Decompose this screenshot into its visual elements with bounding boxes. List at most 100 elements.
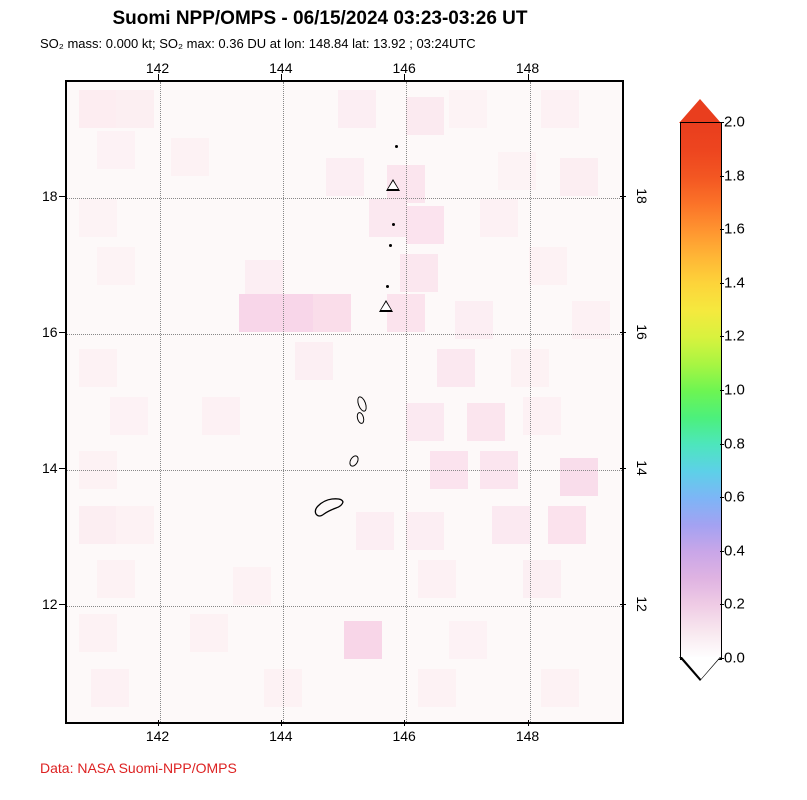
lat-tick-right: 14 xyxy=(634,460,650,476)
map-pixel xyxy=(97,560,135,598)
map-pixel xyxy=(239,294,277,332)
lon-tick-bottom: 144 xyxy=(269,728,292,744)
map-pixel xyxy=(492,506,530,544)
tick-mark xyxy=(59,196,65,197)
chart-subtitle: SO₂ mass: 0.000 kt; SO₂ max: 0.36 DU at … xyxy=(40,36,476,51)
map-frame xyxy=(65,80,624,724)
lat-tick-left: 18 xyxy=(42,188,58,204)
colorbar-tick-mark xyxy=(720,229,724,230)
map-pixel xyxy=(406,403,444,441)
lon-tick-bottom: 142 xyxy=(146,728,169,744)
map-pixel xyxy=(356,512,394,550)
map-pixel xyxy=(369,199,407,237)
map-pixel xyxy=(116,90,154,128)
colorbar-tick-label: 1.2 xyxy=(724,328,745,345)
map-pixel xyxy=(295,342,333,380)
lat-tick-left: 12 xyxy=(42,596,58,612)
tick-mark xyxy=(158,720,159,726)
volcano-icon xyxy=(379,300,393,312)
tick-mark xyxy=(620,332,626,333)
map-pixel xyxy=(437,349,475,387)
map-pixel xyxy=(541,90,579,128)
colorbar-tick-mark xyxy=(720,122,724,123)
map-pixel xyxy=(541,669,579,707)
map-pixel xyxy=(116,506,154,544)
island-outline xyxy=(347,454,360,468)
colorbar-tick-label: 1.8 xyxy=(724,167,745,184)
tick-mark xyxy=(528,720,529,726)
grid-line-horizontal xyxy=(67,606,622,607)
map-pixel xyxy=(79,90,117,128)
colorbar-tick-mark xyxy=(720,336,724,337)
colorbar-tick-label: 0.4 xyxy=(724,542,745,559)
colorbar-tick-mark xyxy=(720,283,724,284)
map-pixel xyxy=(97,247,135,285)
colorbar-over-arrow xyxy=(679,99,721,123)
map-pixel xyxy=(338,90,376,128)
map-pixel xyxy=(406,206,444,244)
island-dot xyxy=(395,145,398,148)
lat-tick-right: 18 xyxy=(634,188,650,204)
grid-line-vertical xyxy=(406,82,407,722)
grid-line-horizontal xyxy=(67,198,622,199)
map-pixel xyxy=(233,567,271,605)
colorbar xyxy=(680,100,720,680)
grid-line-horizontal xyxy=(67,334,622,335)
island-outline xyxy=(356,395,369,413)
colorbar-tick-mark xyxy=(720,658,724,659)
tick-mark xyxy=(281,720,282,726)
lon-tick-bottom: 148 xyxy=(516,728,539,744)
map-pixel xyxy=(97,131,135,169)
map-pixel xyxy=(467,403,505,441)
grid-line-vertical xyxy=(160,82,161,722)
tick-mark xyxy=(158,74,159,80)
map-pixel xyxy=(171,138,209,176)
island-guam xyxy=(312,496,346,520)
map-pixel xyxy=(79,349,117,387)
map-pixel xyxy=(560,158,598,196)
tick-mark xyxy=(281,74,282,80)
colorbar-tick-mark xyxy=(720,497,724,498)
map-pixel xyxy=(245,260,283,298)
volcano-icon xyxy=(386,179,400,191)
tick-mark xyxy=(404,74,405,80)
colorbar-tick-label: 0.0 xyxy=(724,650,745,667)
tick-mark xyxy=(404,720,405,726)
lat-tick-left: 14 xyxy=(42,460,58,476)
map-pixel xyxy=(91,669,129,707)
tick-mark xyxy=(59,468,65,469)
tick-mark xyxy=(59,604,65,605)
island-dot xyxy=(389,244,392,247)
map-pixel xyxy=(560,458,598,496)
island-outline xyxy=(356,411,366,424)
map-pixel xyxy=(79,199,117,237)
colorbar-tick-mark xyxy=(720,444,724,445)
tick-mark xyxy=(528,74,529,80)
lat-tick-left: 16 xyxy=(42,324,58,340)
grid-line-vertical xyxy=(530,82,531,722)
map-pixel xyxy=(406,512,444,550)
map-pixel xyxy=(406,97,444,135)
map-pixel xyxy=(190,614,228,652)
map-pixel xyxy=(480,199,518,237)
colorbar-tick-mark xyxy=(720,551,724,552)
colorbar-tick-mark xyxy=(720,176,724,177)
colorbar-tick-label: 0.2 xyxy=(724,596,745,613)
colorbar-tick-label: 0.8 xyxy=(724,435,745,452)
colorbar-tick-label: 1.6 xyxy=(724,221,745,238)
data-credit: Data: NASA Suomi-NPP/OMPS xyxy=(40,760,237,776)
map-pixel xyxy=(313,294,351,332)
map-pixel xyxy=(202,397,240,435)
map-pixel xyxy=(326,158,364,196)
map-pixel xyxy=(418,669,456,707)
map-pixel xyxy=(449,90,487,128)
chart-title: Suomi NPP/OMPS - 06/15/2024 03:23-03:26 … xyxy=(0,8,640,30)
colorbar-tick-label: 1.0 xyxy=(724,382,745,399)
colorbar-tick-label: 2.0 xyxy=(724,114,745,131)
colorbar-tick-label: 0.6 xyxy=(724,489,745,506)
island-dot xyxy=(386,285,389,288)
map-pixel xyxy=(548,506,586,544)
colorbar-tick-mark xyxy=(720,604,724,605)
map-pixel xyxy=(79,506,117,544)
grid-line-vertical xyxy=(283,82,284,722)
